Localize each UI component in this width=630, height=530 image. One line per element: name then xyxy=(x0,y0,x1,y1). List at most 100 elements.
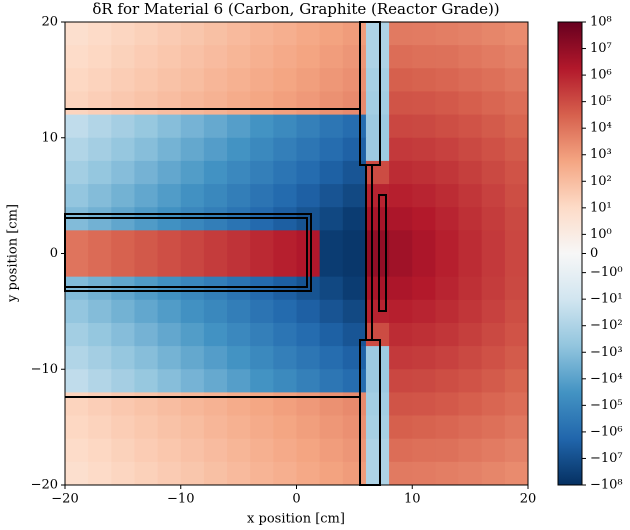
heatmap-cell xyxy=(180,438,205,463)
heatmap-cell xyxy=(319,392,344,416)
heatmap-cell xyxy=(412,22,436,46)
heatmap-cell xyxy=(157,22,182,46)
heatmap-cell xyxy=(342,346,367,370)
heatmap-cell xyxy=(88,253,112,278)
heatmap-cell xyxy=(435,45,459,69)
heatmap-cell xyxy=(481,369,506,393)
heatmap-cell xyxy=(435,91,459,115)
heatmap-cell xyxy=(319,45,344,69)
heatmap-cell xyxy=(180,415,205,440)
heatmap-cell xyxy=(389,184,413,208)
heatmap-cell xyxy=(227,68,251,92)
heatmap-cell xyxy=(319,114,344,139)
heatmap-cell xyxy=(111,415,135,440)
heatmap-cell xyxy=(203,461,228,486)
heatmap-cell xyxy=(203,91,228,115)
heatmap-cell xyxy=(389,392,413,416)
heatmap-cell xyxy=(88,322,112,347)
heatmap-cell xyxy=(250,230,274,254)
heatmap-cell xyxy=(296,22,321,46)
heatmap-cell xyxy=(412,91,436,115)
heatmap-cell xyxy=(180,346,205,370)
heatmap-cell xyxy=(65,299,89,324)
heatmap-cell xyxy=(389,230,413,254)
heatmap-cell xyxy=(458,276,483,301)
colorbar-tick-label: 10⁸ xyxy=(590,15,612,30)
heatmap-cell xyxy=(504,461,529,486)
heatmap-cell xyxy=(203,253,228,278)
heatmap-cell xyxy=(296,346,321,370)
colorbar-tick-label: 0 xyxy=(590,246,598,261)
heatmap-cell xyxy=(389,322,413,347)
heatmap-cell xyxy=(157,160,182,185)
heatmap-cell xyxy=(435,322,459,347)
heatmap-cell xyxy=(458,230,483,254)
heatmap-cell xyxy=(88,137,112,162)
block-inner xyxy=(64,217,308,288)
heatmap-cell xyxy=(157,392,182,416)
heatmap-cell xyxy=(389,22,413,46)
heatmap-cell xyxy=(458,45,483,69)
heatmap-cell xyxy=(319,184,344,208)
heatmap-cell xyxy=(319,91,344,115)
heatmap-cell xyxy=(111,137,135,162)
heatmap-cell xyxy=(389,415,413,440)
heatmap-cell xyxy=(157,346,182,370)
heatmap-cell xyxy=(296,160,321,185)
heatmap-cell xyxy=(296,137,321,162)
heatmap-cell xyxy=(250,114,274,139)
heatmap-cell xyxy=(458,392,483,416)
heatmap-cell xyxy=(180,461,205,486)
heatmap-cell xyxy=(203,68,228,92)
heatmap-cell xyxy=(227,461,251,486)
heatmap-cell xyxy=(134,438,158,463)
heatmap-cell xyxy=(319,207,344,231)
heatmap-cell xyxy=(65,276,89,301)
heatmap-cell xyxy=(227,369,251,393)
heatmap-cell xyxy=(342,322,367,347)
heatmap-cell xyxy=(65,22,89,46)
heatmap-cell xyxy=(180,45,205,69)
heatmap-cell xyxy=(180,369,205,393)
heatmap-cell xyxy=(389,461,413,486)
heatmap-cell xyxy=(481,392,506,416)
heatmap-cell xyxy=(134,322,158,347)
heatmap-cell xyxy=(342,276,367,301)
heatmap-cell xyxy=(180,137,205,162)
heatmap-cell xyxy=(157,91,182,115)
heatmap-cell xyxy=(203,276,228,301)
heatmap-cell xyxy=(504,45,529,69)
heatmap-cell xyxy=(365,322,390,347)
heatmap-cell xyxy=(227,45,251,69)
heatmap-cell xyxy=(389,45,413,69)
heatmap-cell xyxy=(203,184,228,208)
heatmap-cell xyxy=(296,45,321,69)
heatmap-cell xyxy=(273,45,297,69)
heatmap-cell xyxy=(342,415,367,440)
x-axis-label: x position [cm] xyxy=(247,512,345,527)
heatmap-cell xyxy=(273,369,297,393)
heatmap-cell xyxy=(65,45,89,69)
heatmap-cell xyxy=(412,346,436,370)
heatmap-cell xyxy=(157,276,182,301)
strip-middle xyxy=(365,164,373,341)
heatmap-cell xyxy=(458,184,483,208)
heatmap-cell xyxy=(458,322,483,347)
heatmap-cell xyxy=(296,91,321,115)
heatmap-cell xyxy=(435,346,459,370)
heatmap-cell xyxy=(157,137,182,162)
heatmap-cell xyxy=(365,461,390,486)
heatmap-cell xyxy=(111,369,135,393)
heatmap-cell xyxy=(227,230,251,254)
heatmap-cell xyxy=(273,230,297,254)
heatmap-cell xyxy=(88,299,112,324)
heatmap-cell xyxy=(227,137,251,162)
heatmap-cell xyxy=(458,415,483,440)
heatmap-cell xyxy=(458,369,483,393)
heatmap-cell xyxy=(180,184,205,208)
colorbar-tick-label: 10⁶ xyxy=(590,68,612,83)
heatmap-cell xyxy=(504,299,529,324)
heatmap-cell xyxy=(481,22,506,46)
heatmap-cell xyxy=(88,461,112,486)
heatmap-cell xyxy=(412,253,436,278)
